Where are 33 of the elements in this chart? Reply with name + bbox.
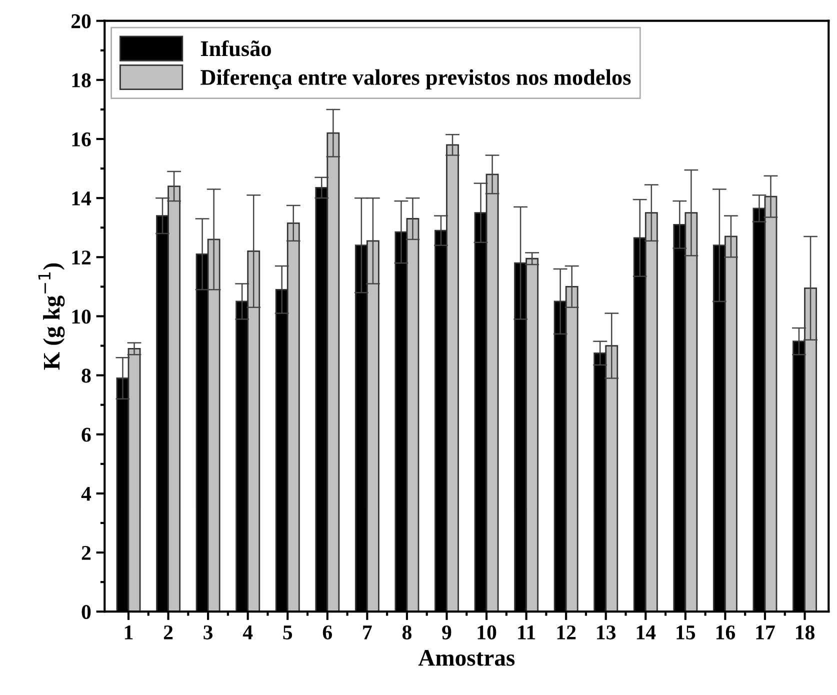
y-tick-label: 4 xyxy=(81,486,92,501)
y-tick-label: 2 xyxy=(82,546,91,560)
x-axis-title: Amostras xyxy=(418,650,515,666)
x-tick-label: 16 xyxy=(716,625,736,640)
y-tick-label: 6 xyxy=(82,428,91,442)
y-axis-title: K (g kg$^{−1}$) xyxy=(38,263,65,370)
x-tick-label: 17 xyxy=(756,626,775,640)
x-tick-label: 4 xyxy=(242,626,253,640)
x-tick-label: 7 xyxy=(363,626,372,640)
x-tick-label: 11 xyxy=(518,626,536,640)
x-tick-label: 3 xyxy=(204,625,213,640)
x-tick-label: 10 xyxy=(478,625,496,640)
y-tick-label: 10 xyxy=(72,310,91,324)
y-tick-label: 8 xyxy=(82,368,91,383)
y-tick-label: 18 xyxy=(72,73,91,88)
y-tick-label: 0 xyxy=(82,604,91,620)
legend-label: Diferença entre valores previstos nos modelos xyxy=(200,69,631,90)
x-tick-label: 12 xyxy=(557,625,576,640)
y-tick-label: 12 xyxy=(72,250,91,264)
x-tick-label: 13 xyxy=(597,625,616,640)
x-tick-label: 15 xyxy=(676,626,696,640)
x-tick-label: 6 xyxy=(322,625,332,640)
x-tick-label: 1 xyxy=(124,626,133,640)
x-tick-label: 9 xyxy=(442,625,452,640)
x-tick-label: 14 xyxy=(636,626,656,640)
x-tick-label: 5 xyxy=(283,626,292,640)
y-tick-label: 20 xyxy=(71,14,91,28)
y-tick-label: 14 xyxy=(72,192,92,206)
x-tick-label: 8 xyxy=(402,625,412,640)
legend-label: Infusão xyxy=(200,40,271,56)
x-tick-label: 2 xyxy=(164,625,173,640)
x-tick-label: 18 xyxy=(796,625,814,640)
y-tick-label: 16 xyxy=(72,132,91,146)
